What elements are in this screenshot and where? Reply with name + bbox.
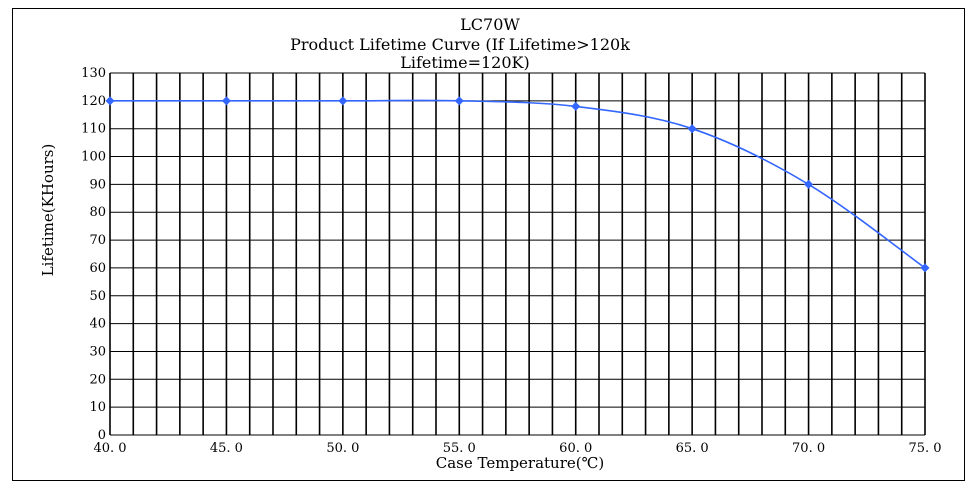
data-point [920,263,930,273]
y-tick-label: 110 [81,122,106,137]
y-axis-ticks: 0 10 20 30 40 50 60 70 80 90 100 110 120 130 [81,66,106,443]
y-tick-label: 20 [89,372,106,387]
y-tick-label: 30 [89,344,106,359]
x-tick-label: 70. 0 [792,441,825,456]
x-tick-label: 55. 0 [443,441,476,456]
series-layer [105,96,930,273]
y-tick-label: 90 [89,177,106,192]
y-tick-label: 70 [89,233,106,248]
data-point [221,96,231,106]
data-point [454,96,464,106]
x-tick-label: 75. 0 [908,441,941,456]
data-point [571,101,581,111]
y-axis-label: Lifetime(KHours) [39,144,57,277]
chart-subtitle: Product Lifetime Curve (If Lifetime>120k [290,35,630,54]
chart-title: LC70W [460,15,520,34]
grid [109,72,926,436]
y-tick-label: 10 [89,400,106,415]
data-point [105,96,115,106]
x-tick-label: 45. 0 [210,441,243,456]
y-tick-label: 80 [89,205,106,220]
x-axis-ticks: 40. 0 45. 0 50. 0 55. 0 60. 0 65. 0 70. 0 75. 0 [93,441,941,456]
data-point [338,96,348,106]
y-tick-label: 50 [89,289,106,304]
y-tick-label: 0 [98,428,106,443]
x-tick-label: 40. 0 [93,441,126,456]
chart-subtitle-line2: Lifetime=120K) [400,53,529,72]
data-point [804,179,814,189]
y-tick-label: 130 [81,66,106,81]
y-tick-label: 60 [89,261,106,276]
y-tick-label: 40 [89,317,106,332]
x-tick-label: 50. 0 [326,441,359,456]
series-line [110,99,926,269]
y-tick-label: 100 [81,150,106,165]
x-tick-label: 60. 0 [559,441,592,456]
x-axis-label: Case Temperature(℃) [436,454,605,472]
chart-frame [12,8,965,481]
y-tick-label: 120 [81,94,106,109]
x-tick-label: 65. 0 [676,441,709,456]
data-point [687,124,697,134]
